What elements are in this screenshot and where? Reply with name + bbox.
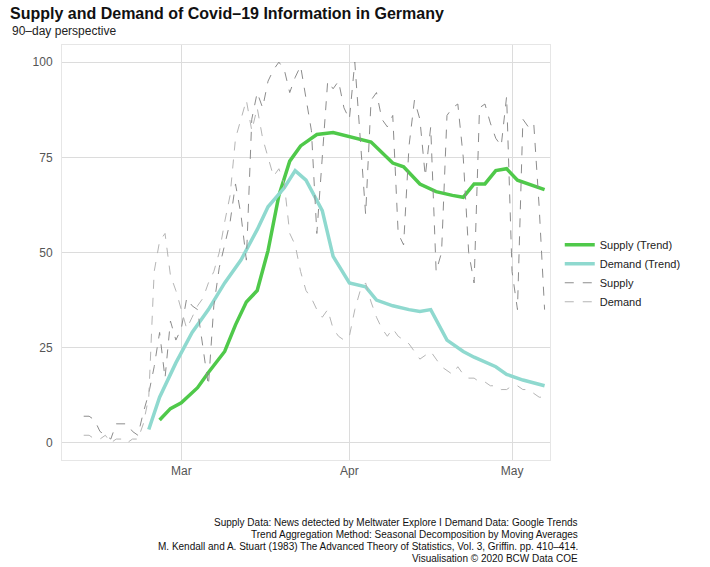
svg-text:Supply Data: News detected by: Supply Data: News detected by Meltwater … [214,517,578,528]
svg-text:0: 0 [46,436,53,450]
svg-text:Mar: Mar [171,464,192,478]
svg-text:Demand (Trend): Demand (Trend) [600,258,680,270]
svg-text:Supply: Supply [600,277,634,289]
svg-text:25: 25 [39,341,53,355]
svg-text:100: 100 [33,55,53,69]
svg-text:Supply (Trend): Supply (Trend) [600,239,672,251]
svg-text:May: May [501,464,524,478]
svg-text:50: 50 [39,246,53,260]
svg-text:Trend Aggregation Method: Seas: Trend Aggregation Method: Seasonal Decom… [251,529,578,540]
svg-text:Supply and Demand of Covid–19: Supply and Demand of Covid–19 Informatio… [10,5,444,22]
svg-text:Demand: Demand [600,296,642,308]
svg-text:75: 75 [39,151,53,165]
svg-text:Visualisation © 2020 BCW Data: Visualisation © 2020 BCW Data COE [412,553,578,564]
svg-text:Apr: Apr [340,464,359,478]
svg-text:90–day perspective: 90–day perspective [12,24,116,38]
svg-text:M. Kendall and A. Stuart (1983: M. Kendall and A. Stuart (1983) The Adva… [158,541,578,552]
